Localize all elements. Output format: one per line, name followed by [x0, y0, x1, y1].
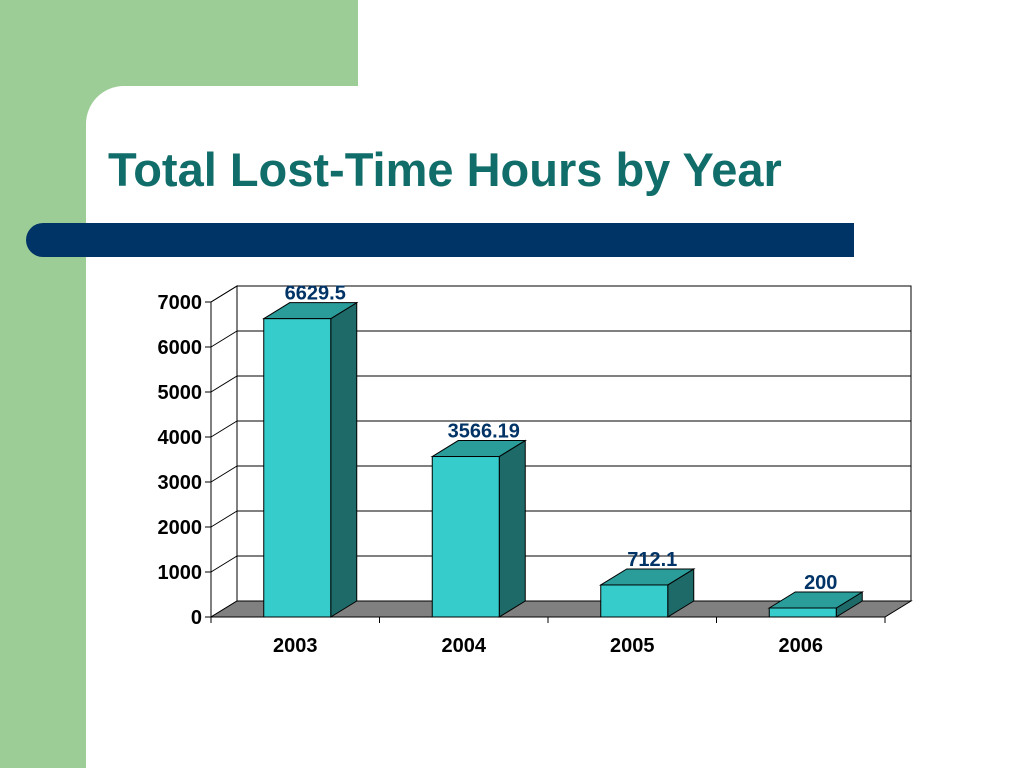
bar-front-face: [431, 456, 500, 618]
y-tick-label: 7000: [158, 292, 203, 314]
bar-front-face: [768, 607, 837, 618]
decorative-green-strip: [0, 0, 86, 768]
bar: [598, 568, 696, 618]
gridline-side: [210, 555, 238, 573]
x-tick-label: 2005: [610, 635, 655, 657]
data-label: 3566.19: [448, 421, 520, 443]
y-tick-label: 4000: [158, 427, 203, 449]
chart-side-wall: [210, 285, 238, 618]
bar-front-face: [600, 584, 669, 618]
gridline-side: [210, 330, 238, 348]
y-tick-label: 6000: [158, 337, 203, 359]
x-tick-label: 2006: [779, 635, 824, 657]
y-tick-label: 3000: [158, 472, 203, 494]
data-label: 712.1: [627, 549, 677, 571]
gridline-side: [210, 420, 238, 438]
gridline-side: [210, 285, 238, 303]
data-label: 200: [804, 572, 837, 594]
slide-title: Total Lost-Time Hours by Year: [108, 143, 782, 196]
y-tick-label: 2000: [158, 517, 203, 539]
x-tick-label: 2004: [442, 635, 487, 657]
data-label: 6629.5: [285, 283, 346, 305]
x-tick-label: 2003: [273, 635, 318, 657]
bar: [261, 301, 359, 618]
y-tick-label: 5000: [158, 382, 203, 404]
bar: [430, 439, 528, 618]
y-tick-label: 0: [191, 607, 202, 629]
gridline-side: [210, 465, 238, 483]
gridline-side: [210, 375, 238, 393]
bar-front-face: [263, 318, 332, 618]
bar: [767, 591, 865, 618]
gridline-side: [210, 510, 238, 528]
bar-side-face: [498, 439, 526, 618]
title-underline-bar: [26, 223, 854, 257]
y-tick-label: 1000: [158, 562, 203, 584]
chart-bars: [261, 301, 865, 618]
bar-side-face: [330, 301, 358, 618]
chart-labels: 0 1000 2000 3000 4000 5000 6000 7000 6629.5 2003 3…: [158, 283, 838, 657]
